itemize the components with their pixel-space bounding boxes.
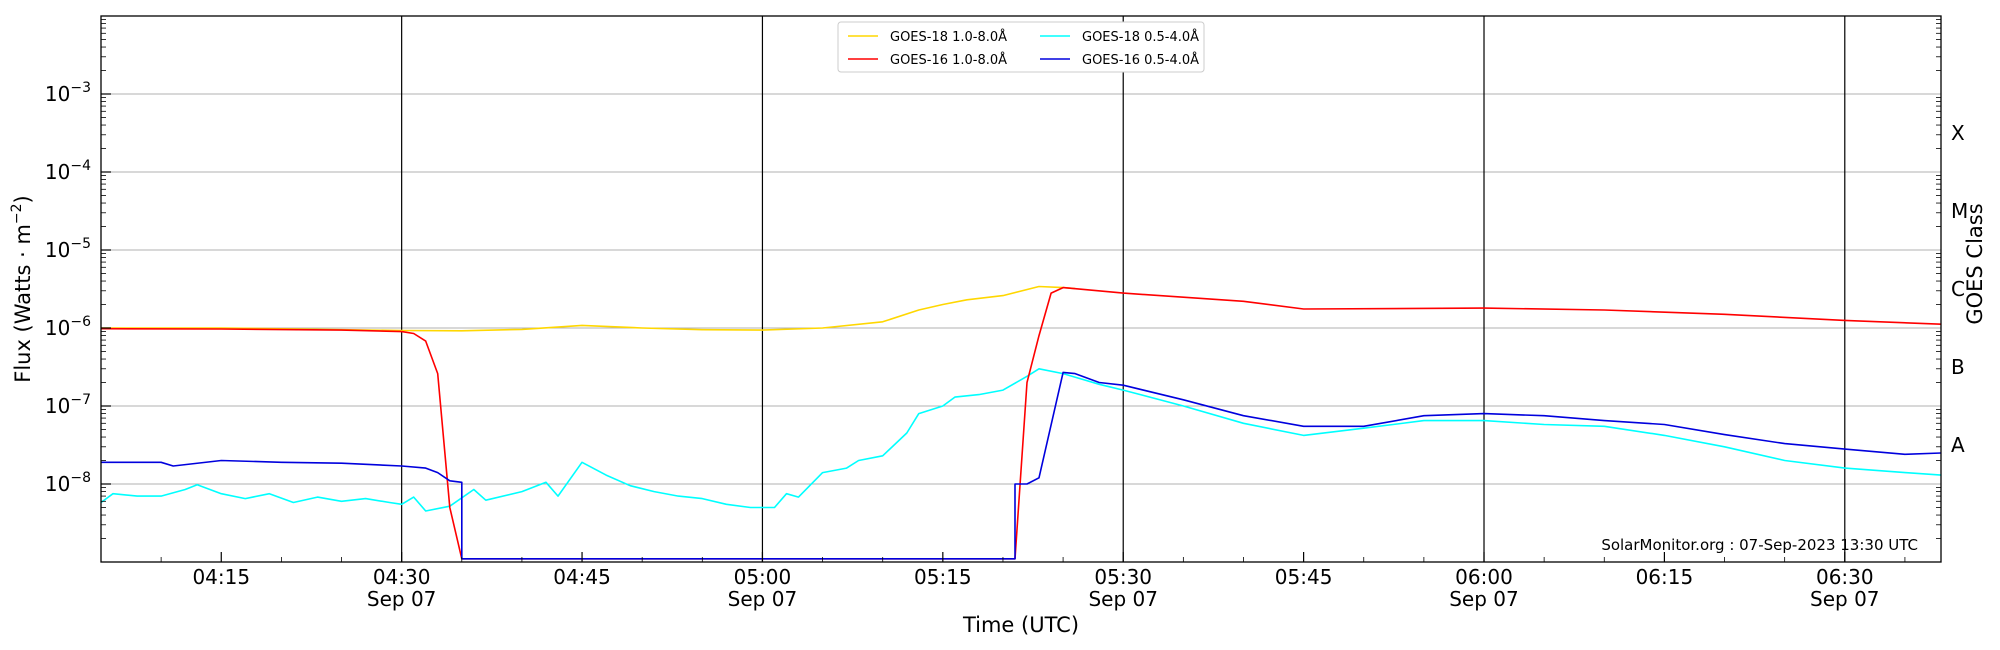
y-tick-base: 10 — [45, 316, 70, 340]
y-tick-base: 10 — [45, 394, 70, 418]
y-tick-label: 10−8 — [45, 470, 91, 496]
x-tick-date-label: Sep 07 — [728, 587, 798, 611]
y-tick-base: 10 — [45, 160, 70, 184]
y-tick-exponent: −8 — [70, 470, 91, 486]
y-tick-exponent: −3 — [70, 80, 91, 96]
series-line-1 — [101, 285, 1076, 332]
series-line-4 — [101, 371, 1942, 560]
x-tick-date-label: Sep 07 — [367, 587, 437, 611]
y-tick-base: 10 — [45, 238, 70, 262]
y-axis-label-close: ) — [11, 195, 35, 203]
goes-class-labels: A B C M X — [1951, 121, 1968, 457]
goes-class-b: B — [1951, 355, 1965, 379]
y-tick-label: 10−4 — [45, 158, 91, 184]
x-axis-label: Time (UTC) — [962, 613, 1079, 637]
vertical-day-lines — [401, 16, 1846, 562]
plot-frame — [100, 15, 1942, 563]
x-tick-label: 05:15 — [914, 565, 972, 589]
y-tick-exponent: −6 — [70, 314, 91, 330]
x-tick-label: 05:45 — [1275, 565, 1333, 589]
goes-class-a: A — [1951, 433, 1965, 457]
series-line-2 — [100, 367, 1942, 512]
x-tick-label: 04:15 — [192, 565, 250, 589]
y-tick-exponent: −4 — [70, 158, 91, 174]
series-line-3 — [100, 286, 1942, 560]
y-axis-label-main: Flux (Watts · m — [11, 224, 35, 383]
x-tick-label: 05:00 — [734, 565, 792, 589]
grid-lines — [101, 93, 1941, 485]
y-axis-label: Flux (Watts · m−2) — [9, 195, 35, 383]
legend-label: GOES-18 1.0-8.0Å — [890, 29, 1007, 45]
y-tick-exponent: −5 — [70, 236, 91, 252]
goes-class-x: X — [1951, 121, 1965, 145]
y-tick-exponent: −7 — [70, 392, 91, 408]
legend: GOES-18 1.0-8.0Å GOES-18 0.5-4.0Å GOES-16 … — [837, 21, 1205, 73]
goes-class-c: C — [1951, 277, 1965, 301]
x-tick-date-label: Sep 07 — [1088, 587, 1158, 611]
y-tick-label: 10−7 — [45, 392, 91, 418]
x-tick-date-label: Sep 07 — [1449, 587, 1519, 611]
right-axis-label: GOES Class — [1963, 203, 1987, 324]
x-tick-label: 06:00 — [1455, 565, 1513, 589]
y-tick-base: 10 — [45, 472, 70, 496]
y-tick-base: 10 — [45, 82, 70, 106]
y-tick-label: 10−3 — [45, 80, 91, 106]
legend-label: GOES-18 0.5-4.0Å — [1082, 29, 1199, 45]
y-tick-label: 10−6 — [45, 314, 91, 340]
x-tick-label: 04:45 — [553, 565, 611, 589]
x-tick-label: 06:15 — [1636, 565, 1694, 589]
x-tick-label: 05:30 — [1094, 565, 1152, 589]
y-tick-label: 10−5 — [45, 236, 91, 262]
goes-class-m: M — [1951, 199, 1968, 223]
y-axis-ticks: 10−810−710−610−510−410−3 — [45, 19, 1941, 539]
x-tick-date-label: Sep 07 — [1810, 587, 1880, 611]
legend-box — [837, 21, 1205, 73]
y-axis-label-exponent: −2 — [9, 203, 25, 224]
x-tick-label: 06:30 — [1816, 565, 1874, 589]
legend-label: GOES-16 1.0-8.0Å — [890, 52, 1007, 68]
x-tick-label: 04:30 — [373, 565, 431, 589]
legend-label: GOES-16 0.5-4.0Å — [1082, 52, 1199, 68]
credit-text: SolarMonitor.org : 07-Sep-2023 13:30 UTC — [1601, 536, 1918, 554]
data-series — [100, 285, 1942, 560]
